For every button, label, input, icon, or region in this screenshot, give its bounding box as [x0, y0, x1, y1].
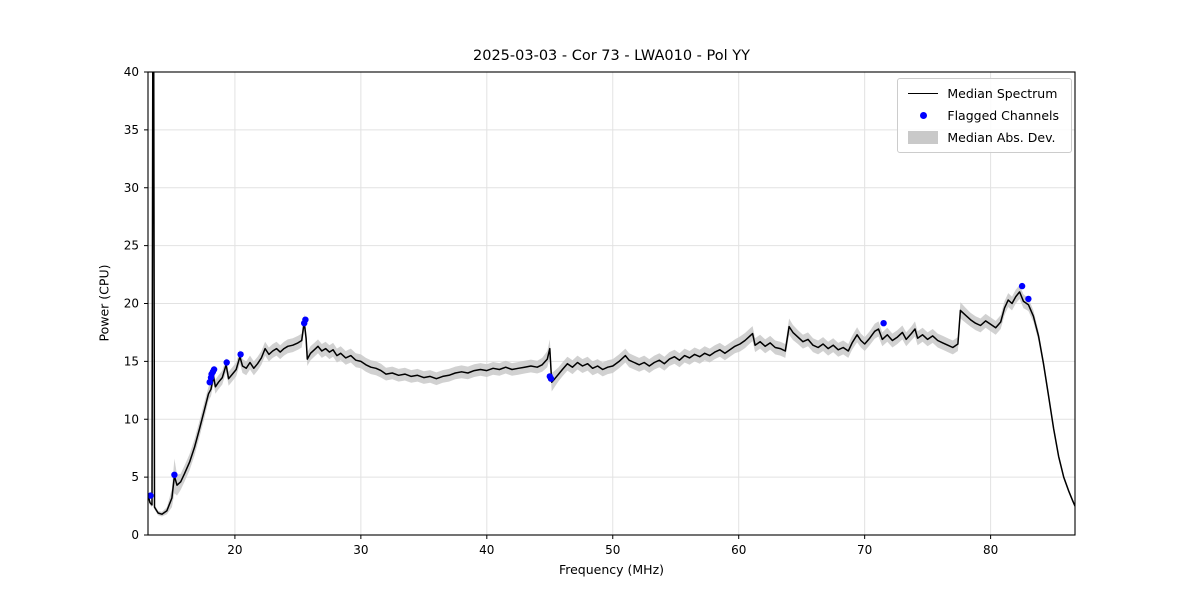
y-tick-label: 25 [124, 239, 139, 253]
flagged-channel-dot [223, 359, 230, 366]
x-tick-label: 40 [479, 543, 494, 557]
y-tick-label: 10 [124, 412, 139, 426]
flagged-channel-dot [302, 316, 309, 323]
patch-sample-icon [908, 131, 939, 144]
y-tick-label: 30 [124, 181, 139, 195]
median-spectrum-line [148, 72, 1075, 515]
x-tick-label: 60 [731, 543, 746, 557]
dot-sample-icon [908, 112, 938, 119]
x-axis: 20 30 40 50 60 70 80 [227, 535, 998, 557]
grid-lines [148, 71, 1075, 536]
y-tick-label: 5 [131, 470, 139, 484]
flagged-channel-dot [880, 320, 887, 327]
flagged-channel-dot [547, 375, 555, 382]
flagged-channels-dots [148, 282, 1032, 499]
x-tick-label: 20 [227, 543, 242, 557]
x-tick-label: 50 [605, 543, 620, 557]
chart-title: 2025-03-03 - Cor 73 - LWA010 - Pol YY [473, 48, 750, 64]
y-tick-label: 0 [131, 528, 139, 542]
x-axis-label: Frequency (MHz) [558, 562, 665, 577]
flagged-channel-dot [210, 366, 218, 373]
legend: Median Spectrum Flagged Channels Median … [897, 78, 1072, 153]
flagged-channel-dot [237, 351, 244, 358]
flagged-channel-dot [1018, 282, 1026, 290]
y-axis: 0 5 10 15 20 25 30 35 40 [124, 65, 148, 542]
legend-entry-median-spectrum: Median Spectrum [908, 86, 1059, 101]
y-tick-label: 35 [124, 123, 139, 137]
y-tick-label: 40 [124, 65, 139, 79]
legend-entry-flagged-channels: Flagged Channels [908, 108, 1059, 123]
x-tick-label: 70 [857, 543, 872, 557]
flagged-channel-dot [171, 471, 178, 478]
y-tick-label: 20 [124, 297, 139, 311]
legend-entry-mad: Median Abs. Dev. [908, 130, 1059, 145]
line-sample-icon [908, 93, 939, 94]
legend-label: Median Abs. Dev. [947, 130, 1056, 145]
x-tick-label: 80 [983, 543, 998, 557]
flagged-channel-dot [1025, 295, 1032, 303]
x-tick-label: 30 [353, 543, 368, 557]
y-tick-label: 15 [124, 354, 139, 368]
plot-border [147, 71, 1076, 536]
legend-label: Median Spectrum [947, 86, 1058, 101]
legend-label: Flagged Channels [947, 108, 1059, 123]
flagged-channel-dot [148, 492, 154, 499]
y-axis-label: Power (CPU) [96, 264, 112, 342]
